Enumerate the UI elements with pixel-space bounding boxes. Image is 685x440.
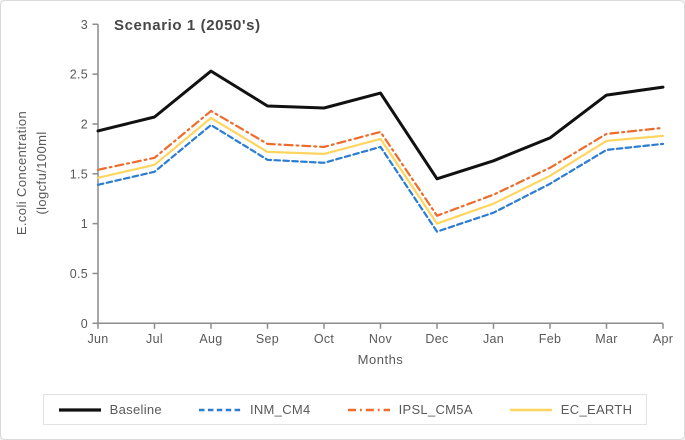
series-line-baseline (96, 69, 665, 181)
y-tick-label: 0 (81, 317, 88, 331)
x-tick-label: Jun (87, 332, 108, 346)
x-tick-label: Nov (369, 332, 393, 346)
ipsl-cm5a-line-sample (347, 408, 390, 411)
x-tick-label: Aug (199, 332, 222, 346)
x-tick-label: Dec (425, 332, 448, 346)
x-tick-label: Mar (595, 332, 617, 346)
x-axis-title: Months (357, 352, 404, 367)
legend-item-ec-earth: EC_EARTH (509, 402, 633, 417)
series-line-ec_earth (96, 116, 665, 225)
legend-item-ipsl-cm5a: IPSL_CM5A (347, 402, 473, 417)
y-tick-label: 2.5 (70, 68, 88, 82)
legend-label-inm-cm4: INM_CM4 (249, 402, 311, 417)
x-tick-label: Jan (483, 332, 504, 346)
x-tick-label: Apr (653, 332, 673, 346)
y-axis-title-line2: (logcfu/100ml (34, 131, 49, 215)
ec-earth-line-sample (509, 408, 552, 411)
y-tick-label: 1 (81, 217, 88, 231)
x-tick-label: Jul (146, 332, 163, 346)
inm-cm4-line-sample (198, 408, 241, 411)
legend-item-inm-cm4: INM_CM4 (198, 402, 311, 417)
y-axis-title: E.coli Concentration (logcfu/100ml (12, 45, 56, 301)
y-axis-title-line1: E.coli Concentration (14, 110, 29, 236)
legend-label-ec-earth: EC_EARTH (560, 402, 633, 417)
y-tick-label: 1.5 (70, 167, 88, 181)
x-tick-label: Oct (314, 332, 335, 346)
chart-legend: Baseline INM_CM4 IPSL_CM5A EC_EARTH (43, 394, 647, 425)
series-line-inm_cm4 (96, 123, 665, 233)
baseline-line-sample (58, 407, 101, 412)
series-line-ipsl_cm5a (96, 109, 665, 217)
x-tick-label: Feb (539, 332, 561, 346)
y-tick-label: 2 (81, 117, 88, 131)
legend-label-baseline: Baseline (109, 402, 162, 417)
chart-title: Scenario 1 (2050's) (114, 17, 261, 34)
legend-label-ipsl-cm5a: IPSL_CM5A (398, 402, 473, 417)
legend-item-baseline: Baseline (58, 402, 162, 417)
y-tick-label: 3 (81, 18, 88, 32)
y-tick-label: 0.5 (70, 267, 88, 281)
x-tick-label: Sep (256, 332, 279, 346)
